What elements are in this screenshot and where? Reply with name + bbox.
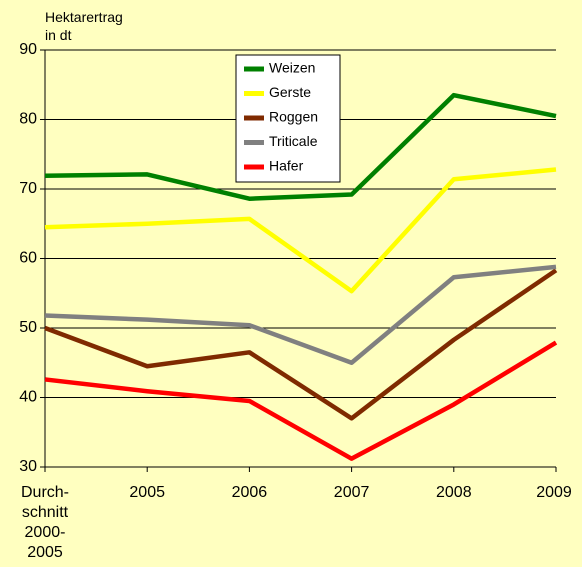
y-tick-label: 40 — [19, 389, 37, 406]
y-axis-label: Hektarertrag in dt — [45, 9, 123, 43]
legend-label: Weizen — [269, 60, 315, 76]
x-tick-label: 2009 — [536, 484, 572, 501]
legend-label: Hafer — [269, 158, 304, 174]
series-line — [44, 92, 557, 201]
x-tick-label: 2008 — [436, 484, 472, 501]
y-tick-label: 90 — [19, 41, 37, 58]
series-line — [44, 264, 557, 365]
series-line — [44, 268, 558, 421]
x-tick-label: 2006 — [232, 484, 268, 501]
legend-label: Triticale — [269, 133, 318, 149]
x-tick-label: 2005 — [129, 484, 165, 501]
x-tick-label: Durch-schnitt 2000-2005 — [21, 484, 69, 561]
series-line — [44, 340, 558, 461]
y-tick-label: 80 — [19, 111, 37, 128]
y-tick-label: 50 — [19, 319, 37, 336]
y-tick-label: 30 — [19, 458, 37, 475]
legend-label: Gerste — [269, 84, 311, 100]
legend-label: Roggen — [269, 109, 318, 125]
y-tick-label: 60 — [19, 250, 37, 267]
series-line — [44, 167, 557, 294]
y-tick-label: 70 — [19, 180, 37, 197]
x-tick-label: 2007 — [334, 484, 370, 501]
